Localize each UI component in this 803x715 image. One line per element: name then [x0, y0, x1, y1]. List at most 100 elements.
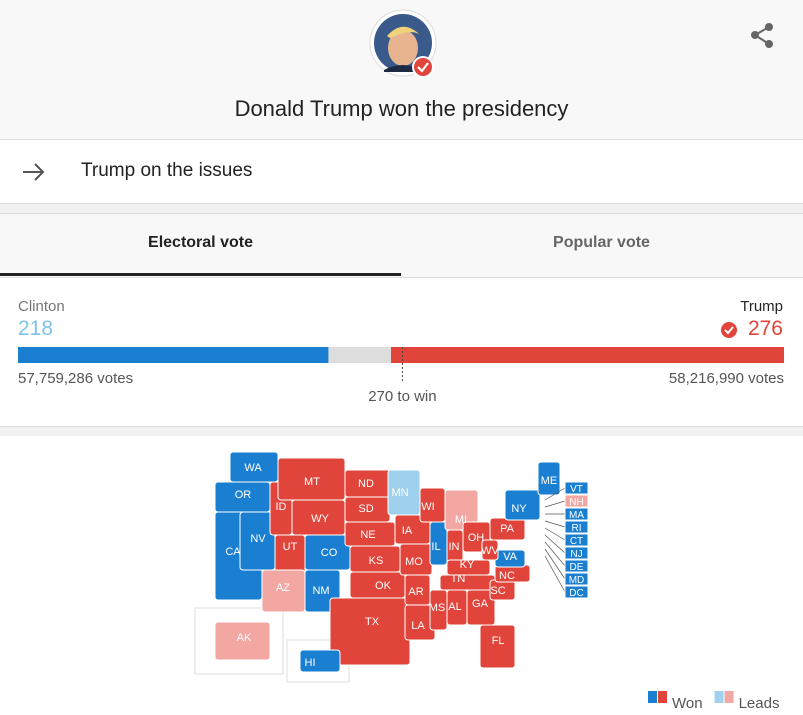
state-label: UT — [283, 541, 298, 553]
state-label: NE — [360, 529, 375, 541]
threshold-label: 270 to win — [368, 388, 436, 405]
state-label: TN — [451, 573, 466, 585]
vote-total: 57,759,286 votes — [18, 370, 134, 387]
leader-line — [544, 534, 566, 554]
legend-swatch — [724, 691, 734, 703]
tab[interactable]: Popular vote — [553, 234, 650, 251]
state-label: TX — [365, 616, 380, 628]
state-label: WA — [244, 462, 262, 474]
state-label: MO — [405, 556, 423, 568]
avatar[interactable] — [368, 8, 440, 80]
bar-segment — [391, 347, 784, 363]
state-label: NV — [250, 533, 266, 545]
state-label: AK — [237, 632, 252, 644]
state-label: MI — [455, 514, 467, 526]
leader-line — [544, 487, 566, 501]
state-box — [564, 481, 589, 495]
state-label: NC — [499, 570, 515, 582]
state-label: NY — [511, 503, 527, 515]
state-label: MT — [304, 476, 320, 488]
state-label: AL — [448, 601, 461, 613]
candidate-name: Clinton — [18, 298, 65, 315]
state-label: AR — [408, 586, 423, 598]
state-label: ND — [358, 478, 374, 490]
state-label: MS — [429, 602, 446, 614]
state-box — [564, 559, 589, 573]
state-label: PA — [500, 523, 515, 535]
state-label: NM — [312, 585, 329, 597]
state-box — [564, 585, 589, 599]
state — [481, 539, 499, 561]
state-label: ME — [541, 475, 558, 487]
legend-swatch — [648, 691, 657, 703]
leader-line — [544, 527, 566, 541]
state — [214, 621, 271, 661]
state — [329, 597, 411, 666]
state-label: LA — [411, 620, 425, 632]
state — [439, 574, 496, 591]
state-label: IA — [402, 525, 413, 537]
state — [537, 461, 561, 496]
state-label: VT — [570, 484, 583, 495]
state-box — [564, 520, 589, 534]
link-row[interactable] — [0, 140, 803, 204]
state-label: DC — [569, 588, 583, 599]
electoral-count: 276 — [747, 317, 783, 340]
state-label: WV — [481, 545, 499, 557]
state-label: KS — [369, 555, 384, 567]
state-label: DE — [570, 562, 584, 573]
state-label: WI — [421, 501, 434, 513]
state-label: MN — [391, 487, 408, 499]
state-label: FL — [492, 635, 505, 647]
state-label: KY — [460, 559, 475, 571]
tab-indicator — [0, 273, 401, 276]
title: Donald Trump won the presidency — [234, 96, 569, 121]
state-label: IL — [431, 541, 440, 553]
state-label: SC — [490, 585, 505, 597]
state-label: SD — [358, 503, 373, 515]
tabs — [0, 213, 803, 278]
state — [479, 624, 516, 669]
state-box — [564, 572, 589, 586]
electoral-bar: 270 to win — [18, 347, 784, 405]
state-label: ID — [276, 501, 287, 513]
separator — [0, 426, 803, 436]
state-label: OH — [468, 532, 485, 544]
state-label: NH — [569, 497, 583, 508]
state-label: OK — [375, 580, 392, 592]
state — [504, 489, 541, 521]
state-label: CA — [225, 546, 241, 558]
state-label: WY — [311, 513, 329, 525]
arrow-icon — [23, 163, 45, 181]
winner-check — [721, 322, 737, 338]
leader-line — [544, 520, 566, 528]
leader-line — [544, 541, 566, 567]
bar-segment — [18, 347, 329, 363]
state-label: MD — [569, 575, 585, 586]
share-icon[interactable] — [750, 22, 776, 50]
legend-swatch — [714, 691, 724, 703]
state-box — [564, 507, 589, 521]
electoral-count: 218 — [18, 317, 54, 340]
leader-line — [544, 548, 566, 580]
legend-label: Won — [672, 695, 703, 712]
legend-swatch — [658, 691, 667, 703]
map: WA OR CA NV ID MT WY UT AZ NM CO ND SD NE KS OK TX MN IA MO… — [194, 451, 780, 712]
state-box — [564, 533, 589, 547]
state-label: HI — [305, 657, 316, 669]
state-label: MA — [569, 510, 584, 521]
vote-total: 58,216,990 votes — [668, 370, 784, 387]
state-label: GA — [472, 598, 489, 610]
candidate-name: Trump — [740, 298, 783, 315]
tab[interactable]: Electoral vote — [148, 234, 253, 251]
state-box — [564, 494, 589, 508]
legend-label: Leads — [739, 695, 780, 712]
link-text[interactable]: Trump on the issues — [81, 160, 253, 181]
state-box — [564, 546, 589, 560]
leader-line — [544, 555, 566, 593]
state — [299, 649, 341, 673]
state-label: OR — [235, 489, 252, 501]
inset-frame — [194, 607, 284, 675]
state-label: CO — [321, 547, 338, 559]
state-label: AZ — [276, 582, 290, 594]
